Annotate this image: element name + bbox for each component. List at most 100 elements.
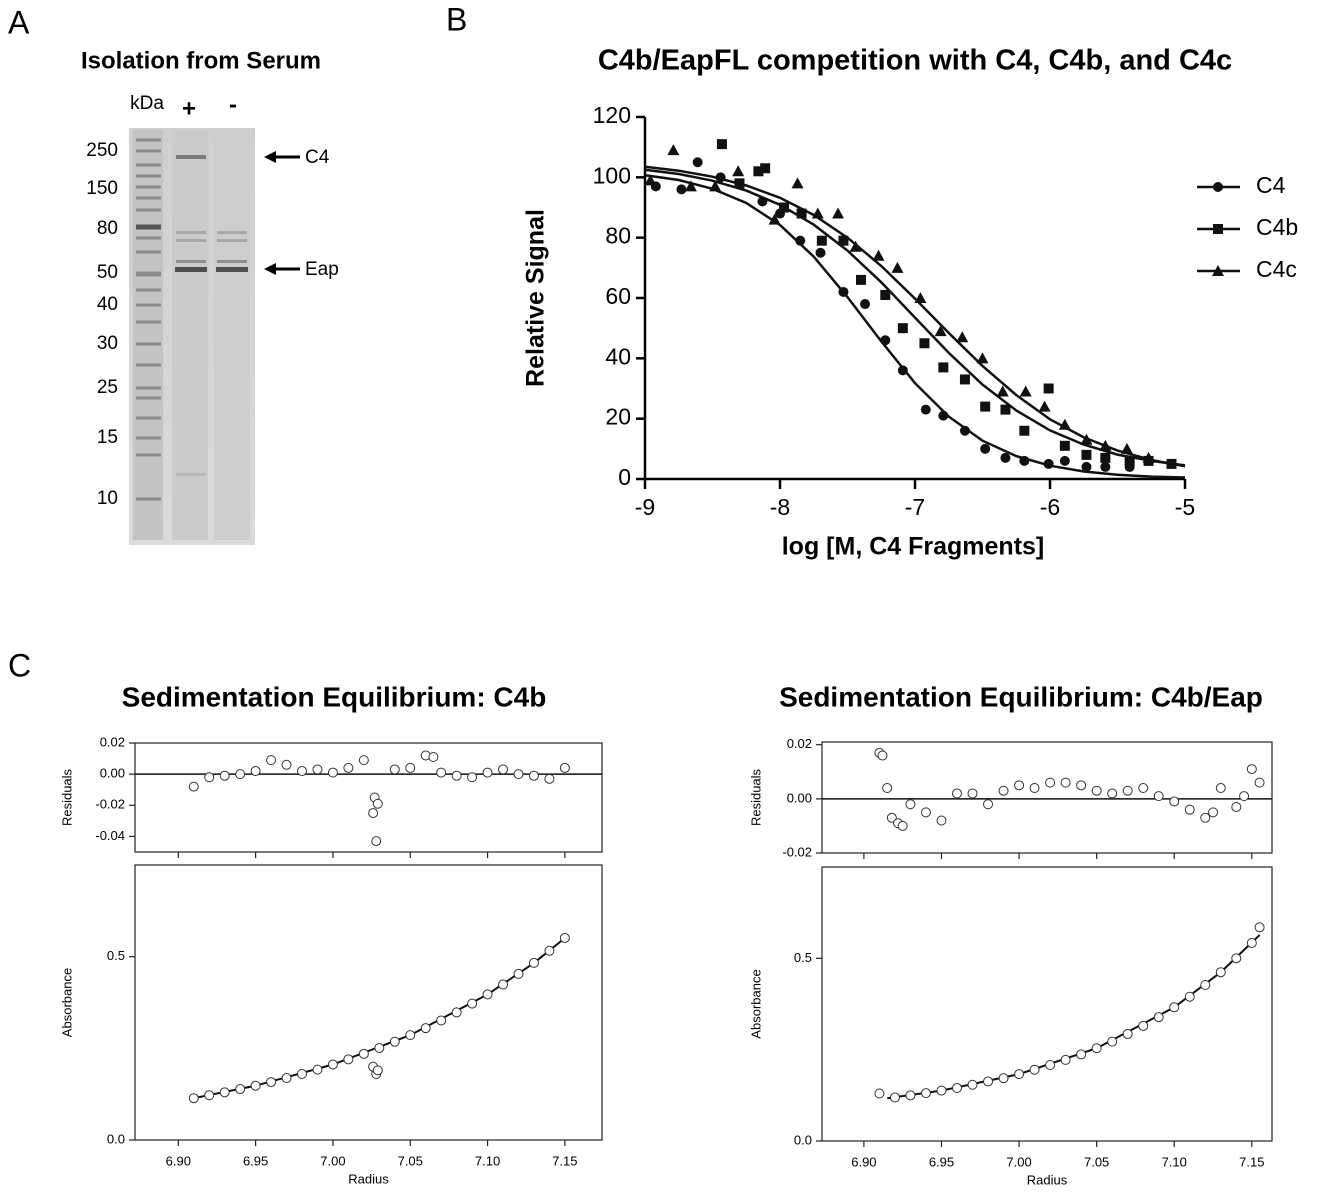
data-point bbox=[883, 784, 892, 793]
data-point bbox=[1185, 805, 1194, 814]
y-tick-label: 0.0 bbox=[107, 1131, 125, 1146]
ladder-band bbox=[136, 272, 161, 277]
data-point bbox=[483, 990, 492, 999]
data-point bbox=[1139, 784, 1148, 793]
data-point bbox=[499, 765, 508, 774]
x-tick-label: 7.10 bbox=[475, 1153, 500, 1168]
data-point bbox=[1209, 808, 1218, 817]
y-tick-label: 120 bbox=[593, 102, 631, 128]
chart-title: Sedimentation Equilibrium: C4b bbox=[122, 681, 547, 712]
data-point bbox=[421, 1024, 430, 1033]
marker-label: 25 bbox=[97, 377, 118, 398]
ladder-band bbox=[136, 304, 161, 307]
ladder-band bbox=[136, 175, 161, 178]
marker bbox=[1081, 450, 1091, 460]
data-point bbox=[369, 809, 378, 818]
data-point bbox=[328, 1060, 337, 1069]
data-point bbox=[468, 773, 477, 782]
x-tick-label: 7.05 bbox=[398, 1153, 423, 1168]
data-point bbox=[1108, 1037, 1117, 1046]
marker bbox=[779, 203, 789, 213]
y-tick-label: 40 bbox=[605, 343, 631, 369]
marker bbox=[1000, 405, 1010, 415]
x-tick-label: 7.05 bbox=[1084, 1154, 1109, 1169]
marker bbox=[1000, 453, 1010, 463]
data-point bbox=[189, 1094, 198, 1103]
gel-band bbox=[217, 260, 247, 263]
data-point bbox=[560, 933, 569, 942]
marker-label: 80 bbox=[97, 218, 118, 239]
data-point bbox=[236, 1085, 245, 1094]
y-tick-label: 100 bbox=[593, 162, 631, 188]
marker bbox=[919, 338, 929, 348]
data-point bbox=[968, 1080, 977, 1089]
data-point bbox=[1030, 1065, 1039, 1074]
data-point bbox=[1061, 1055, 1070, 1064]
gel-band bbox=[216, 267, 248, 272]
y-tick-label: 60 bbox=[605, 283, 631, 309]
data-point bbox=[359, 1049, 368, 1058]
marker bbox=[1060, 441, 1070, 451]
data-point bbox=[1030, 784, 1039, 793]
marker bbox=[860, 299, 870, 309]
marker bbox=[960, 426, 970, 436]
y-tick-label: 0 bbox=[618, 464, 631, 490]
marker-label: 10 bbox=[97, 488, 118, 509]
ladder-band bbox=[136, 237, 161, 240]
marker bbox=[817, 236, 827, 246]
data-point bbox=[373, 1066, 382, 1075]
data-point bbox=[298, 767, 307, 776]
x-tick-label: 6.95 bbox=[929, 1154, 954, 1169]
marker bbox=[795, 236, 805, 246]
data-point bbox=[1077, 781, 1086, 790]
data-point bbox=[1185, 992, 1194, 1001]
marker bbox=[1019, 426, 1029, 436]
gel-band bbox=[176, 155, 206, 159]
marker bbox=[1213, 224, 1223, 234]
y-tick-label: -0.02 bbox=[95, 797, 125, 812]
marker bbox=[1100, 453, 1110, 463]
ladder-band bbox=[136, 209, 161, 212]
data-point bbox=[1240, 792, 1249, 801]
marker bbox=[816, 248, 826, 258]
marker bbox=[1019, 456, 1029, 466]
data-point bbox=[1092, 1044, 1101, 1053]
data-point bbox=[875, 1089, 884, 1098]
data-point bbox=[1061, 778, 1070, 787]
x-tick-label: 6.90 bbox=[851, 1154, 876, 1169]
chart-title: C4b/EapFL competition with C4, C4b, and … bbox=[598, 45, 1232, 77]
marker bbox=[717, 139, 727, 149]
ladder-band bbox=[136, 437, 161, 440]
x-tick-label: 7.15 bbox=[552, 1153, 577, 1168]
data-point bbox=[560, 763, 569, 772]
data-point bbox=[984, 800, 993, 809]
data-point bbox=[429, 753, 438, 762]
data-point bbox=[1046, 778, 1055, 787]
data-point bbox=[282, 760, 291, 769]
ladder-band bbox=[136, 387, 161, 390]
ladder-band bbox=[136, 364, 161, 367]
data-point bbox=[1232, 802, 1241, 811]
data-point bbox=[999, 1074, 1008, 1083]
panel-label: C bbox=[8, 647, 31, 683]
data-point bbox=[953, 789, 962, 798]
ladder-band bbox=[136, 321, 161, 324]
data-point bbox=[1123, 1029, 1132, 1038]
marker-label: 50 bbox=[97, 262, 118, 283]
data-point bbox=[921, 1089, 930, 1098]
marker-label: 15 bbox=[97, 427, 118, 448]
data-point bbox=[220, 771, 229, 780]
data-point bbox=[1216, 784, 1225, 793]
data-point bbox=[1015, 1070, 1024, 1079]
data-point bbox=[267, 756, 276, 765]
marker bbox=[938, 362, 948, 372]
data-point bbox=[984, 1077, 993, 1086]
data-point bbox=[282, 1074, 291, 1083]
data-point bbox=[298, 1070, 307, 1079]
y-tick-label: -0.02 bbox=[782, 844, 812, 859]
x-tick-label: -6 bbox=[1040, 494, 1060, 520]
band-label: Eap bbox=[305, 259, 339, 280]
panel-label: A bbox=[8, 4, 30, 40]
data-point bbox=[313, 765, 322, 774]
data-point bbox=[514, 770, 523, 779]
